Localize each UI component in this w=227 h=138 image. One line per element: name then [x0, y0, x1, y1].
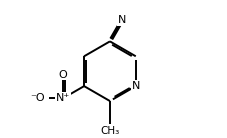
Text: N⁺: N⁺ — [56, 93, 70, 103]
Text: N: N — [131, 81, 139, 91]
Text: N: N — [117, 15, 126, 25]
Text: O: O — [58, 70, 67, 80]
Text: ⁻O: ⁻O — [30, 93, 44, 103]
Text: CH₃: CH₃ — [100, 126, 119, 136]
